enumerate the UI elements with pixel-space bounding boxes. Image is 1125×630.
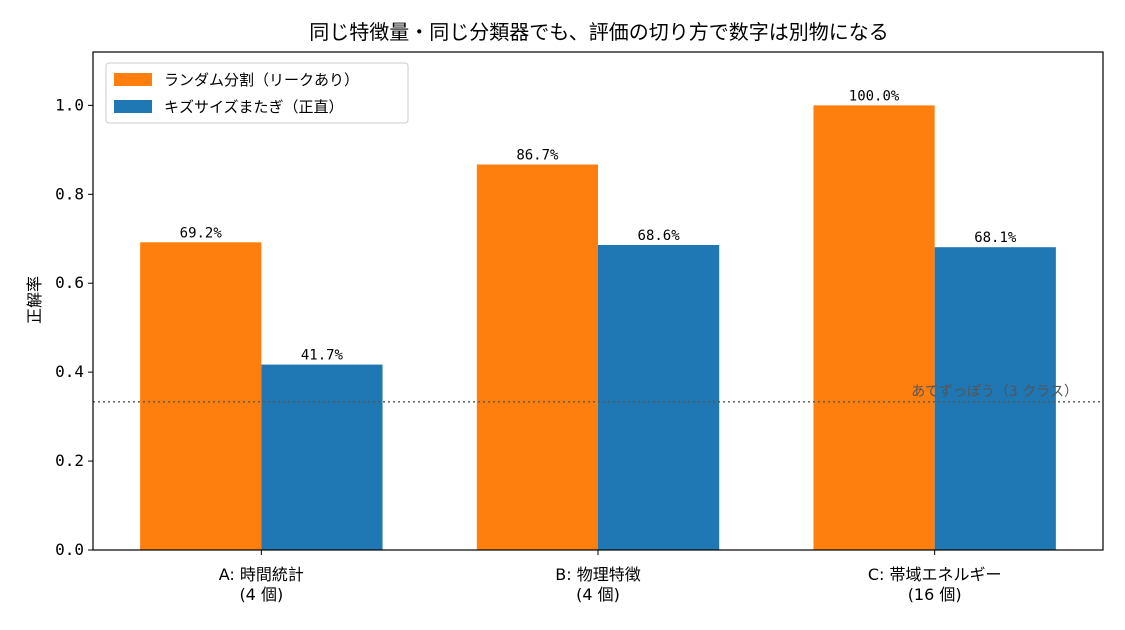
x-tick-label: C: 帯域エネルギー [868, 565, 1002, 584]
data-label: 41.7% [301, 348, 344, 364]
data-label: 100.0% [849, 88, 900, 104]
legend-swatch [114, 100, 152, 113]
y-tick-label: 0.6 [55, 273, 84, 292]
plot-area: 69.2% 86.7% 100.0% 41.7% 68.6% 68.1% あてずっぽう（3 … [93, 88, 1103, 551]
legend-entry: ランダム分割（リークあり） [164, 71, 359, 89]
y-tick-label: 1.0 [55, 95, 84, 114]
x-tick-label: (4 個) [239, 585, 283, 604]
chart-title: 同じ特徴量・同じ分類器でも、評価の切り方で数字は別物になる [309, 20, 888, 44]
bar [476, 164, 598, 551]
legend-box [105, 62, 409, 124]
x-tick-label: A: 時間統計 [219, 565, 304, 584]
x-tick-label: (4 個) [576, 585, 620, 604]
data-label: 68.1% [974, 230, 1017, 246]
bar [813, 105, 935, 550]
data-label: 86.7% [516, 147, 559, 163]
bar [140, 242, 262, 551]
y-axis-label: 正解率 [25, 276, 44, 324]
data-label: 69.2% [180, 225, 223, 241]
x-tick-label: B: 物理特徴 [555, 565, 640, 584]
legend: ランダム分割（リークあり） キズサイズまたぎ（正直） [105, 62, 409, 124]
axes: 0.00.20.40.60.81.0A: 時間統計(4 個)B: 物理特徴(4 … [55, 51, 1104, 604]
reference-line-label: あてずっぽう（3 クラス） [911, 384, 1078, 400]
y-tick-label: 0.4 [55, 362, 84, 381]
legend-entry: キズサイズまたぎ（正直） [164, 98, 344, 116]
x-tick-label: (16 個) [908, 585, 962, 604]
y-tick-label: 0.2 [55, 451, 84, 470]
data-label: 68.6% [638, 228, 681, 244]
y-tick-label: 0.0 [55, 540, 84, 559]
y-tick-label: 0.8 [55, 184, 84, 203]
bar [598, 244, 720, 550]
legend-swatch [114, 73, 152, 86]
bar [261, 364, 383, 550]
bar [934, 247, 1056, 550]
